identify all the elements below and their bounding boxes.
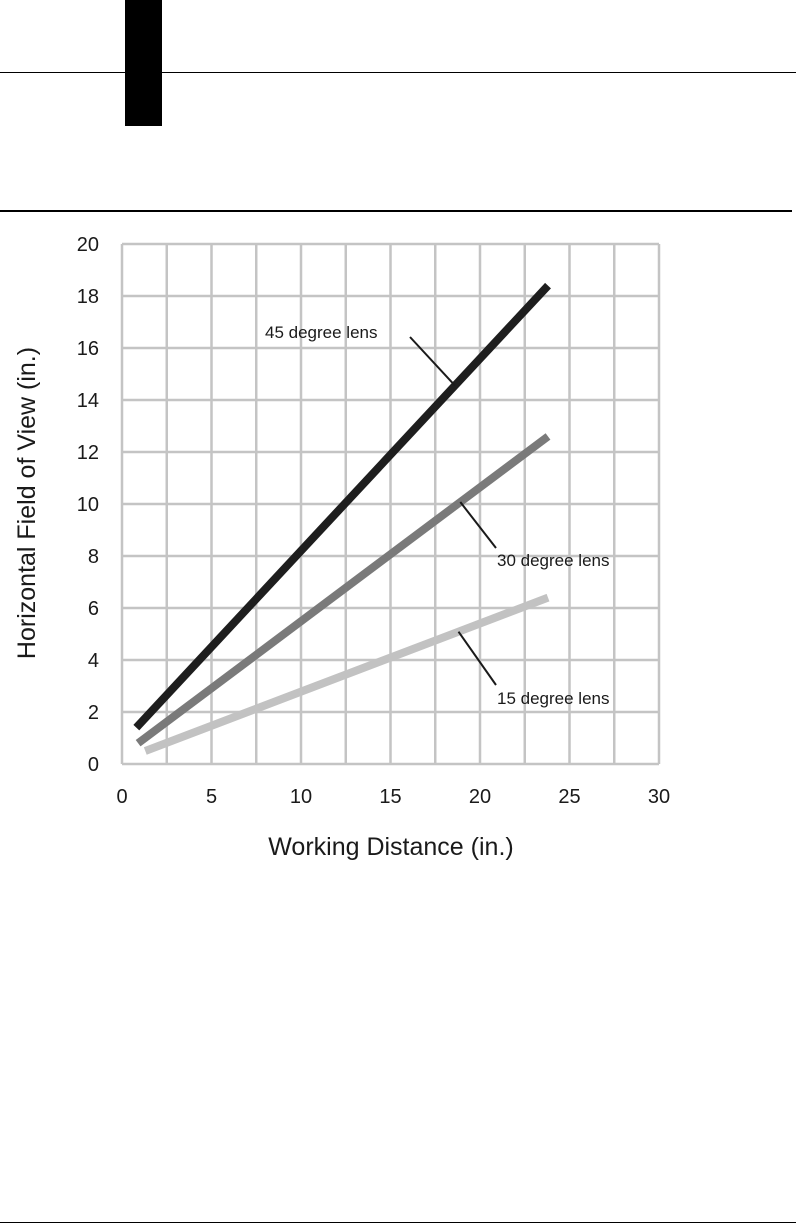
chart-tick-labels: 0 5 10 15 20 25 30 0 2 4 6 8 10 12 14 16 18 20 (77, 234, 670, 808)
x-axis-title: Working Distance (in.) (268, 833, 513, 861)
y-tick-label: 16 (77, 338, 99, 360)
chart-grid (120, 242, 661, 766)
x-tick-label: 15 (379, 786, 401, 808)
y-tick-label: 12 (77, 442, 99, 464)
x-tick-label: 10 (290, 786, 312, 808)
series-label: 15 degree lens (497, 689, 609, 708)
x-tick-label: 20 (469, 786, 491, 808)
x-tick-label: 30 (648, 786, 670, 808)
x-tick-label: 5 (206, 786, 217, 808)
series-line-1 (135, 433, 551, 747)
series-label: 45 degree lens (265, 323, 377, 342)
section-divider (0, 210, 792, 212)
y-tick-label: 18 (77, 286, 99, 308)
series-line-2 (143, 593, 550, 755)
annotation-leader-line (457, 631, 497, 686)
series-line-0 (133, 282, 551, 731)
y-tick-label: 2 (88, 702, 99, 724)
header-rule (0, 72, 796, 73)
x-tick-label: 25 (558, 786, 580, 808)
y-tick-label: 0 (88, 754, 99, 776)
section-thumb-tab (125, 0, 162, 126)
footer-rule (0, 1222, 796, 1223)
y-tick-label: 10 (77, 494, 99, 516)
y-axis-title: Horizontal Field of View (in.) (13, 347, 41, 659)
chart-series (133, 282, 551, 755)
annotation-leader-line (409, 336, 456, 387)
y-tick-label: 6 (88, 598, 99, 620)
series-label: 30 degree lens (497, 551, 609, 570)
y-tick-label: 4 (88, 650, 99, 672)
annotation-leader-line (459, 501, 497, 549)
chart-annotations: 45 degree lens 30 degree lens 15 degree le… (265, 323, 609, 708)
y-tick-label: 14 (77, 390, 99, 412)
y-tick-label: 8 (88, 546, 99, 568)
y-tick-label: 20 (77, 234, 99, 256)
x-tick-label: 0 (116, 786, 127, 808)
